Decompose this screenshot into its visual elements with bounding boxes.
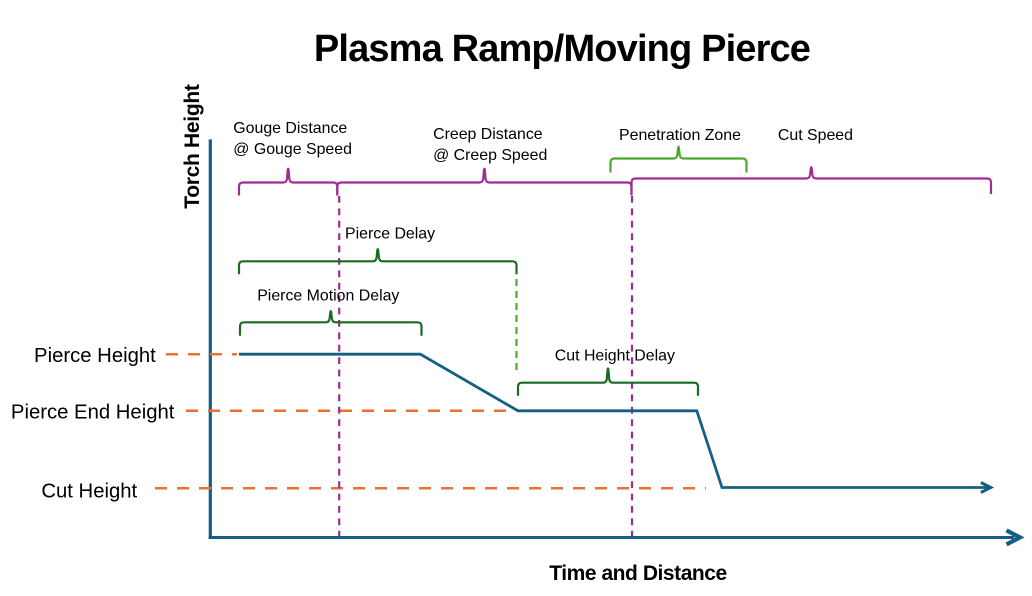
svg-text:Cut Speed: Cut Speed	[778, 127, 853, 144]
svg-text:Pierce Height: Pierce Height	[34, 345, 156, 367]
svg-text:Plasma Ramp/Moving Pierce: Plasma Ramp/Moving Pierce	[314, 28, 810, 70]
svg-text:Cut Height: Cut Height	[41, 480, 137, 502]
svg-text:Penetration Zone: Penetration Zone	[619, 127, 741, 144]
svg-text:@ Creep Speed: @ Creep Speed	[433, 147, 547, 164]
svg-text:Gouge Distance: Gouge Distance	[233, 120, 347, 137]
svg-text:Time and Distance: Time and Distance	[549, 562, 727, 585]
svg-text:Cut Height Delay: Cut Height Delay	[555, 348, 675, 365]
svg-text:Torch Height: Torch Height	[181, 84, 204, 209]
svg-text:Pierce End Height: Pierce End Height	[11, 401, 175, 423]
svg-text:Pierce Delay: Pierce Delay	[345, 226, 435, 243]
svg-text:Creep Distance: Creep Distance	[433, 126, 543, 143]
svg-text:@ Gouge Speed: @ Gouge Speed	[233, 141, 352, 158]
svg-text:Pierce Motion Delay: Pierce Motion Delay	[257, 288, 399, 305]
